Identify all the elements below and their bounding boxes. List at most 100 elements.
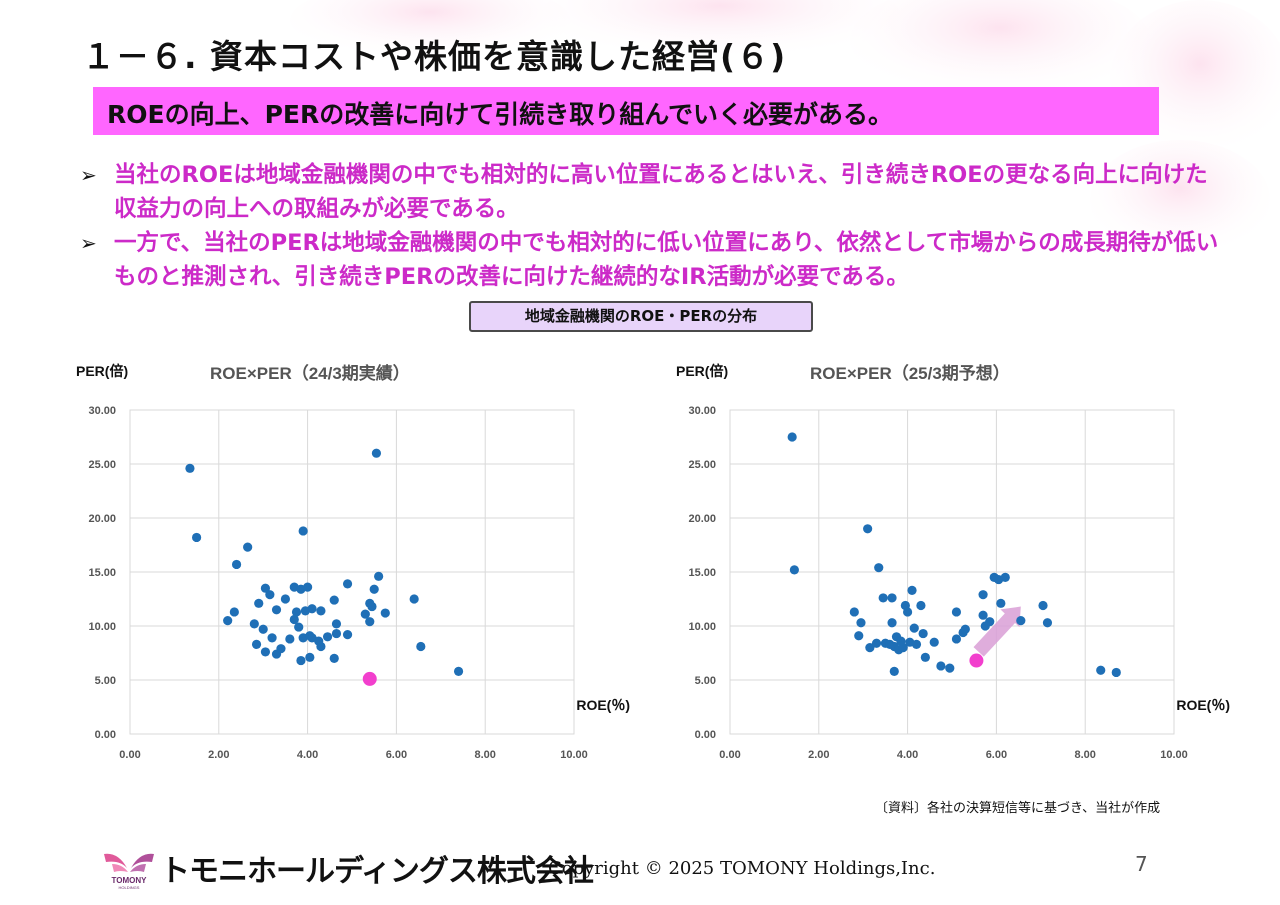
data-point: [192, 532, 202, 543]
data-point: [329, 595, 339, 605]
data-point: [331, 628, 342, 639]
data-point: [898, 643, 908, 653]
data-point: [258, 624, 268, 634]
bullet-arrow-icon: ➢: [80, 231, 97, 255]
data-point: [316, 641, 326, 652]
x-tick-label: 6.00: [386, 749, 407, 761]
data-point: [185, 463, 195, 473]
data-point: [371, 448, 382, 458]
data-point: [374, 571, 384, 581]
page-number: 7: [1135, 852, 1148, 876]
data-point: [307, 604, 317, 614]
data-point: [342, 579, 353, 589]
data-point: [367, 601, 377, 612]
data-point: [305, 652, 315, 662]
y-tick-label: 30.00: [88, 405, 116, 417]
data-point: [294, 622, 304, 632]
y-tick-label: 30.00: [688, 405, 716, 417]
data-point: [878, 593, 888, 603]
x-tick-label: 2.00: [808, 749, 829, 761]
data-point: [854, 631, 864, 641]
data-point: [223, 616, 233, 626]
data-point: [903, 607, 913, 617]
data-point: [907, 585, 917, 595]
data-point: [929, 637, 939, 647]
data-point: [1042, 618, 1053, 628]
data-point: [789, 565, 799, 575]
y-tick-label: 15.00: [688, 567, 716, 579]
data-point: [342, 630, 353, 640]
data-point: [260, 583, 271, 593]
data-point: [298, 526, 308, 536]
data-point: [251, 639, 262, 649]
data-point: [871, 638, 882, 648]
data-point: [229, 607, 239, 617]
data-point: [1096, 665, 1106, 675]
data-point: [936, 661, 946, 671]
improvement-arrow: [973, 606, 1021, 657]
data-point: [863, 524, 873, 534]
x-tick-label: 0.00: [119, 749, 140, 761]
x-tick-label: 10.00: [1160, 749, 1188, 761]
bullet-list: ➢ 当社のROEは地域金融機関の中でも相対的に高い位置にあるとはいえ、引き続きR…: [78, 158, 1228, 294]
data-point: [1000, 572, 1010, 582]
y-tick-label: 20.00: [688, 513, 716, 525]
data-point: [369, 584, 379, 594]
data-point: [276, 644, 286, 654]
x-tick-label: 4.00: [897, 749, 918, 761]
y-tick-label: 20.00: [88, 513, 116, 525]
x-axis-label: ROE(％): [1176, 697, 1230, 713]
y-tick-label: 0.00: [95, 729, 116, 741]
x-tick-label: 6.00: [986, 749, 1007, 761]
data-point: [978, 610, 988, 620]
y-tick-label: 0.00: [695, 729, 716, 741]
bullet-item: ➢ 一方で、当社のPERは地域金融機関の中でも相対的に低い位置にあり、依然として…: [78, 226, 1228, 294]
data-point: [416, 641, 426, 652]
data-point: [360, 609, 370, 619]
chart-title: ROE×PER（25/3期予想）: [810, 363, 1010, 383]
scatter-chart-24-3: 0.00 5.00 10.00 15.00 20.00 25.00 30.00 0.00 2.0…: [76, 363, 630, 761]
data-point: [960, 624, 970, 634]
slide-title: １－６. 資本コストや株価を意識した経営(６): [82, 37, 787, 76]
data-point: [289, 614, 299, 625]
data-point: [889, 666, 899, 676]
tomony-logo-icon: TOMONY HOLDINGS: [104, 853, 154, 890]
y-axis-label: PER(倍): [676, 363, 728, 379]
data-point: [291, 607, 302, 617]
y-tick-label: 5.00: [695, 675, 716, 687]
data-point: [951, 607, 962, 617]
x-tick-label: 0.00: [719, 749, 740, 761]
x-tick-label: 8.00: [1074, 749, 1095, 761]
data-point: [243, 542, 253, 552]
data-point: [249, 619, 259, 629]
data-point: [1038, 600, 1048, 611]
data-point: [296, 655, 306, 666]
copyright: Copyright © 2025 TOMONY Holdings,Inc.: [548, 858, 936, 879]
y-tick-label: 10.00: [688, 621, 716, 633]
data-point: [280, 594, 290, 604]
y-tick-label: 25.00: [688, 459, 716, 471]
data-point: [271, 605, 282, 615]
data-point: [1016, 616, 1026, 626]
y-tick-label: 10.00: [88, 621, 116, 633]
data-point: [916, 600, 926, 611]
y-axis-label: PER(倍): [76, 363, 128, 379]
x-axis-label: ROE(％): [576, 697, 630, 713]
data-point: [951, 634, 962, 644]
data-point: [322, 632, 333, 642]
company-name: トモニホールディングス株式会社: [160, 854, 594, 889]
data-point: [945, 663, 955, 673]
data-point: [329, 653, 339, 663]
key-message-banner: ROEの向上、PERの改善に向けて引続き取り組んでいく必要がある。: [93, 87, 1159, 135]
data-point: [920, 652, 930, 662]
key-message-text: ROEの向上、PERの改善に向けて引続き取り組んでいく必要がある。: [107, 100, 893, 129]
data-point: [453, 666, 464, 676]
data-point: [409, 594, 419, 604]
data-point: [254, 598, 264, 608]
logo-text: TOMONY: [112, 876, 148, 885]
y-tick-label: 15.00: [88, 567, 116, 579]
data-point: [909, 623, 919, 633]
data-point: [874, 563, 884, 573]
data-point: [787, 432, 797, 442]
data-point: [260, 647, 271, 657]
